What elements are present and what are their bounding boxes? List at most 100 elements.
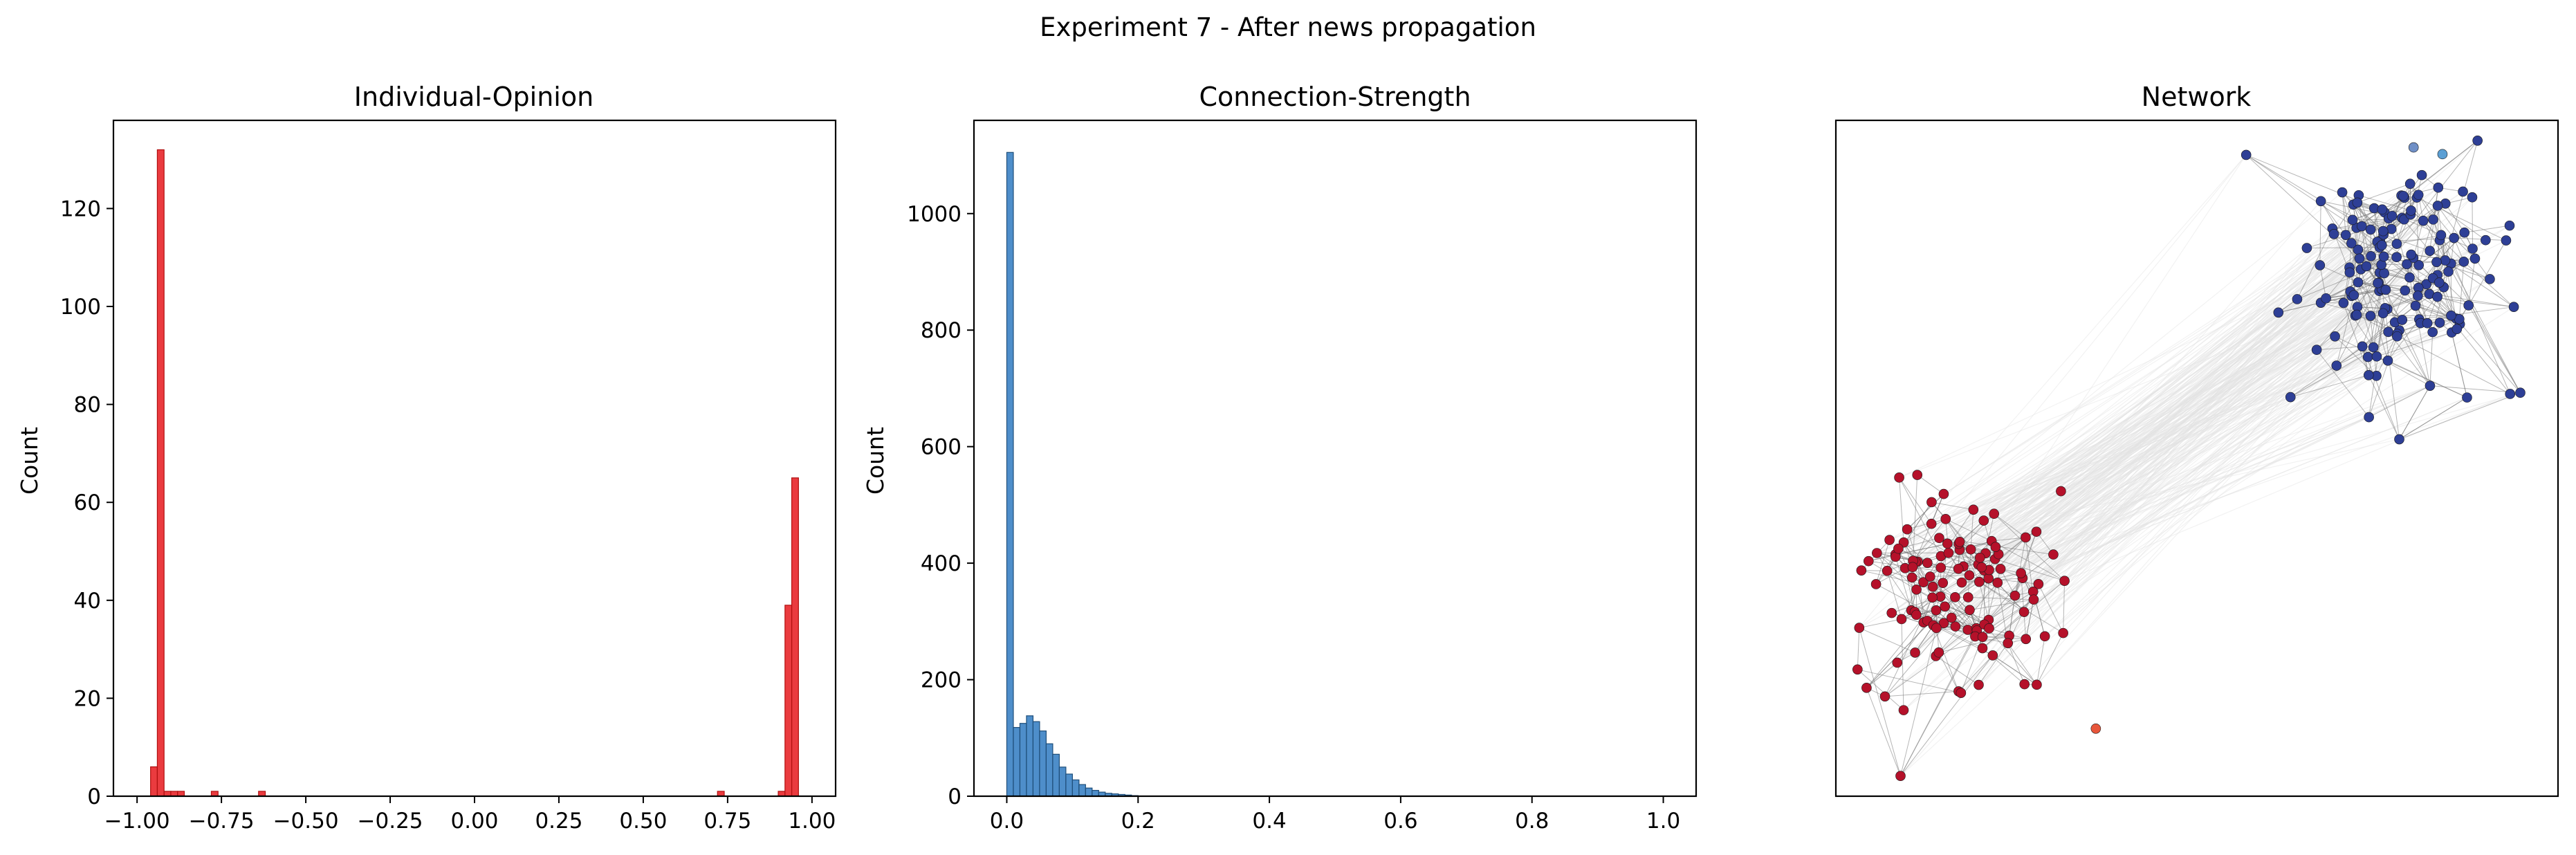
network-edge xyxy=(1945,240,2507,520)
network-edge xyxy=(1994,288,2382,515)
network-edge xyxy=(2053,315,2371,555)
network-node xyxy=(1974,679,1984,690)
network-node xyxy=(2504,220,2515,231)
y-axis-label: Count xyxy=(16,427,43,495)
network-edge xyxy=(2007,643,2037,686)
network-edge xyxy=(2036,315,2356,533)
network-edge xyxy=(2025,278,2490,538)
network-edge xyxy=(2356,314,2400,331)
network-edge xyxy=(1940,347,2374,557)
network-node xyxy=(2378,251,2389,262)
network-edge xyxy=(1912,385,2431,568)
network-node xyxy=(1927,592,1938,603)
network-node xyxy=(2485,274,2495,284)
network-edge xyxy=(1985,259,2446,554)
network-edge xyxy=(1917,228,2333,562)
network-node xyxy=(2391,239,2402,249)
network-edge xyxy=(1933,237,2454,626)
network-node xyxy=(2090,724,2101,734)
network-node xyxy=(1854,623,1865,633)
network-node xyxy=(2386,210,2398,221)
histogram-bars xyxy=(1006,151,1139,797)
network-edge xyxy=(1884,629,1978,697)
network-edge xyxy=(1933,416,2369,626)
network-edge xyxy=(2036,632,2064,686)
network-edge xyxy=(1989,307,2386,629)
histogram-bar xyxy=(1058,766,1067,797)
network-edge xyxy=(1897,264,2407,663)
histogram-bar xyxy=(1006,151,1014,797)
network-node xyxy=(2380,284,2391,295)
network-node xyxy=(2449,232,2459,243)
network-edge xyxy=(2416,197,2507,241)
network-node xyxy=(2373,277,2383,288)
network-edge xyxy=(2036,235,2442,686)
network-node xyxy=(1976,562,1987,573)
network-edge xyxy=(1903,542,1928,564)
network-node xyxy=(2347,214,2358,226)
network-edge xyxy=(1944,240,2381,607)
network-node xyxy=(2467,192,2478,203)
x-tick-label: 1.00 xyxy=(788,809,836,834)
network-edge xyxy=(1943,385,2431,624)
network-edge xyxy=(2009,596,2016,636)
network-edge xyxy=(1859,618,1902,629)
network-edge xyxy=(1979,284,2427,558)
network-edge xyxy=(1994,385,2431,560)
network-edge xyxy=(1943,197,2418,495)
histogram-bar xyxy=(150,766,158,797)
network-node xyxy=(1956,577,1967,588)
network-edge xyxy=(1963,194,2419,567)
network-edge xyxy=(2368,308,2386,418)
network-edge xyxy=(1868,560,1970,576)
network-node xyxy=(1975,552,1985,563)
network-edge xyxy=(1942,240,2381,584)
network-edge xyxy=(1955,264,2321,627)
network-edge xyxy=(1969,291,2380,611)
network-edge xyxy=(1927,331,2433,621)
network-node xyxy=(1940,601,1950,612)
network-edge xyxy=(1900,627,1937,776)
network-node xyxy=(1861,683,1872,693)
network-edge xyxy=(1992,319,2403,656)
network-edge xyxy=(1951,215,2393,618)
network-edge xyxy=(1989,272,2380,571)
network-node xyxy=(2434,277,2445,288)
network-edge xyxy=(2376,333,2398,376)
network-node xyxy=(2404,178,2416,190)
network-edge xyxy=(1912,475,1918,561)
panel-title: Network xyxy=(2142,82,2252,112)
network-edge xyxy=(2451,332,2467,398)
histogram-bar xyxy=(1045,743,1054,797)
network-edge xyxy=(2379,205,2438,248)
network-node xyxy=(2406,249,2417,260)
axis-ticks: −1.00 −0.75 −0.50 −0.25 0.00 0.25 0.50 0.75 1.00… xyxy=(60,196,836,834)
network-node xyxy=(2362,351,2373,362)
network-edge xyxy=(1958,306,2358,544)
network-node xyxy=(2431,257,2442,268)
network-edge xyxy=(1958,248,2308,692)
network-node xyxy=(2377,240,2387,250)
network-node xyxy=(1989,508,1999,520)
network-edge xyxy=(2064,282,2380,582)
network-edge xyxy=(1900,272,2350,777)
y-tick-label: 1000 xyxy=(907,202,962,227)
network-node xyxy=(2353,277,2364,288)
network-node xyxy=(2505,389,2516,399)
network-edge xyxy=(2357,282,2386,309)
network-node xyxy=(2443,266,2454,277)
network-node xyxy=(1907,562,1918,573)
network-node xyxy=(2379,268,2389,279)
y-tick-label: 200 xyxy=(921,668,962,693)
network-edge xyxy=(1917,475,1944,495)
network-edge xyxy=(2022,397,2467,579)
network-edge xyxy=(1899,267,2350,478)
network-node xyxy=(2416,169,2427,181)
network-node xyxy=(1911,609,1922,620)
network-edge xyxy=(2336,347,2374,367)
network-edge xyxy=(1932,302,2321,587)
network-node xyxy=(1886,607,1897,618)
network-edge xyxy=(1868,543,1948,562)
network-edge xyxy=(1989,210,2411,629)
network-edge xyxy=(1889,243,2352,541)
